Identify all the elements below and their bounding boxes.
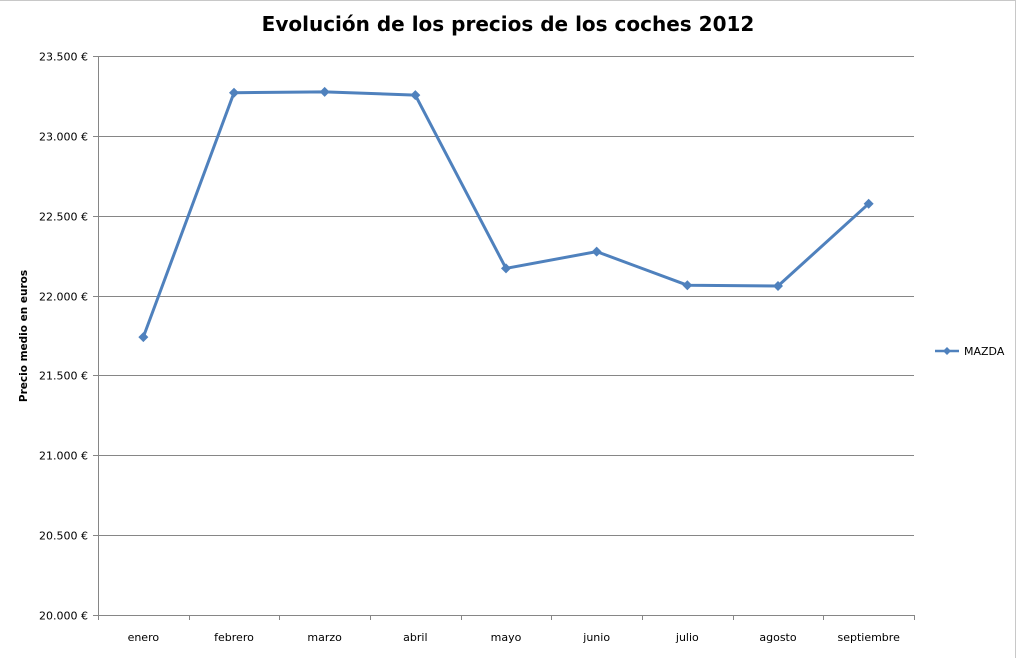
chart-title: Evolución de los precios de los coches 2…	[261, 12, 755, 36]
series-mazda	[138, 86, 874, 343]
data-point	[319, 86, 330, 97]
x-tick-label: agosto	[759, 631, 796, 644]
y-tick-label: 21.500 €	[39, 370, 88, 383]
x-tick-label: enero	[128, 631, 160, 644]
y-axis-ticks: 20.000 € 20.500 € 21.000 € 21.500 € 22.000 €…	[39, 51, 98, 623]
series-line	[141, 90, 870, 338]
data-point	[410, 90, 421, 101]
legend-marker-mazda	[935, 347, 959, 355]
data-point	[682, 280, 693, 291]
data-point	[773, 280, 783, 291]
y-tick-label: 21.000 €	[39, 450, 88, 463]
y-tick-label: 22.500 €	[39, 211, 88, 224]
y-tick-label: 22.000 €	[39, 291, 88, 304]
x-axis-ticks: enero febrero marzo abril mayo junio julio agos…	[98, 615, 915, 644]
legend: MAZDA	[934, 343, 1004, 359]
axes	[98, 56, 914, 616]
x-tick-label: febrero	[214, 631, 254, 644]
gridlines	[98, 56, 914, 536]
x-tick-label: junio	[582, 631, 610, 644]
y-axis-label: Precio medio en euros	[18, 270, 30, 402]
data-point	[591, 246, 602, 257]
data-point	[229, 87, 239, 98]
y-tick-label: 23.500 €	[39, 51, 88, 64]
x-tick-label: septiembre	[837, 631, 900, 644]
data-point	[501, 263, 511, 274]
x-tick-label: julio	[675, 631, 699, 644]
data-point	[138, 332, 149, 343]
data-point	[863, 198, 874, 209]
y-tick-label: 23.000 €	[39, 131, 88, 144]
x-tick-label: mayo	[491, 631, 522, 644]
legend-label-mazda: MAZDA	[964, 344, 1005, 358]
y-tick-label: 20.500 €	[39, 530, 88, 543]
y-tick-label: 20.000 €	[39, 610, 88, 623]
x-tick-label: abril	[403, 631, 427, 644]
x-tick-label: marzo	[307, 631, 342, 644]
